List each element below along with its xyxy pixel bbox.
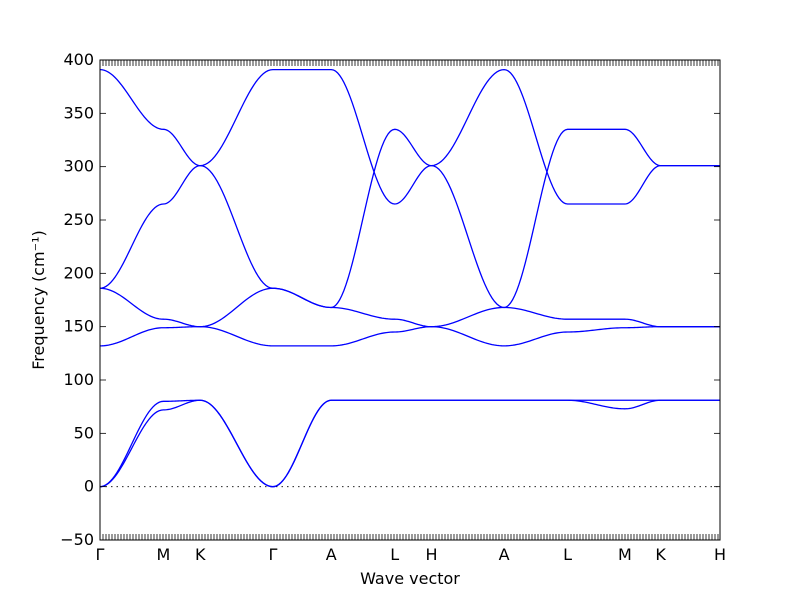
x-tick-label: L (390, 545, 399, 564)
x-tick-label: K (195, 545, 206, 564)
x-tick-label: Γ (96, 545, 105, 564)
y-tick-label: 200 (63, 263, 94, 282)
x-tick-label: Γ (268, 545, 277, 564)
y-tick-label: −50 (60, 530, 94, 549)
x-tick-label: M (157, 545, 171, 564)
y-tick-label: 100 (63, 370, 94, 389)
y-tick-label: 300 (63, 157, 94, 176)
x-tick-label: A (326, 545, 337, 564)
phonon-band-3 (99, 326, 720, 347)
plot-area (99, 59, 721, 541)
x-tick-label: A (499, 545, 510, 564)
y-tick-label: 50 (74, 423, 94, 442)
plot-frame (99, 59, 721, 541)
x-tick-label: H (714, 545, 726, 564)
y-tick-label: 150 (63, 317, 94, 336)
phonon-band-2 (99, 399, 720, 488)
y-tick-label: 400 (63, 50, 94, 69)
y-axis-ticks: −50 0 50 100 150 200 250 300 350 400 (60, 50, 720, 549)
phonon-band-1 (99, 399, 720, 488)
y-tick-label: 250 (63, 210, 94, 229)
y-tick-label: 0 (84, 477, 94, 496)
phonon-band-5 (99, 68, 720, 289)
phonon-band-6 (99, 68, 720, 309)
y-axis-title: Frequency (cm⁻¹) (29, 230, 48, 369)
x-axis-title: Wave vector (360, 569, 460, 588)
y-tick-label: 350 (63, 103, 94, 122)
x-tick-label: M (618, 545, 632, 564)
x-tick-label: L (563, 545, 572, 564)
x-tick-label: H (425, 545, 437, 564)
x-tick-label: K (655, 545, 666, 564)
phonon-band-4 (99, 287, 720, 328)
